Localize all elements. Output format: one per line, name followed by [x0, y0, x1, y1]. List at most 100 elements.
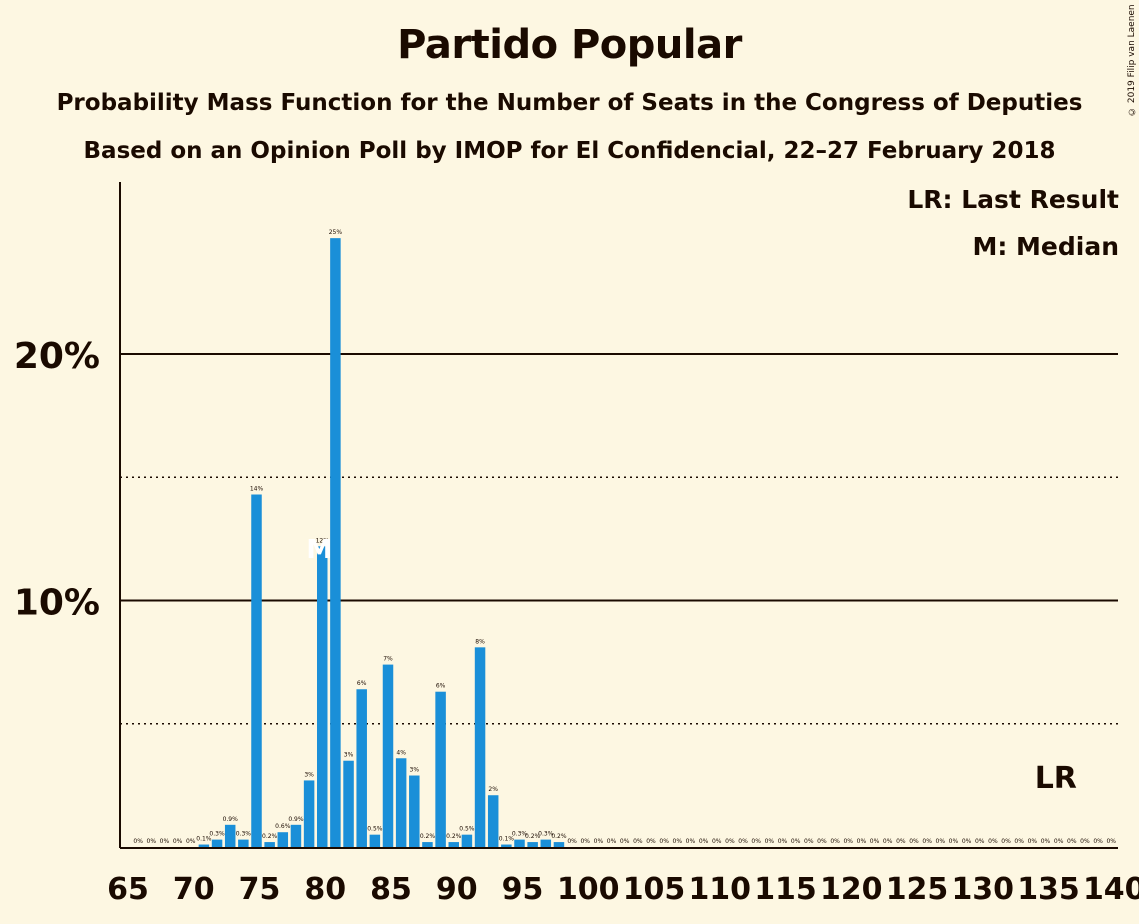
bar-seat-76 — [264, 842, 275, 847]
bar-label-seat-122: 0% — [870, 838, 880, 845]
y-tick-label: 20% — [14, 336, 100, 377]
bar-label-seat-116: 0% — [791, 838, 801, 845]
bar-label-seat-81: 25% — [329, 229, 343, 236]
bar-label-seat-69: 0% — [173, 838, 183, 845]
bar-label-seat-132: 0% — [1001, 838, 1011, 845]
x-tick-label: 130 — [951, 872, 1014, 907]
bar-label-seat-68: 0% — [160, 838, 170, 845]
x-tick-label: 120 — [820, 872, 883, 907]
bar-label-seat-136: 0% — [1054, 838, 1064, 845]
bar-seat-84 — [369, 834, 381, 847]
bar-label-seat-79: 3% — [304, 771, 314, 778]
bar-label-seat-87: 3% — [410, 767, 420, 774]
bar-label-seat-111: 0% — [725, 838, 735, 845]
y-tick-label: 10% — [14, 583, 100, 624]
bar-label-seat-107: 0% — [673, 838, 683, 845]
last-result-marker: LR — [1035, 761, 1077, 796]
bar-label-seat-134: 0% — [1028, 838, 1038, 845]
bar-label-seat-103: 0% — [620, 838, 630, 845]
bar-label-seat-120: 0% — [843, 838, 853, 845]
bar-seat-73 — [224, 824, 236, 847]
chart-subtitle: Probability Mass Function for the Number… — [56, 90, 1083, 116]
bar-label-seat-140: 0% — [1106, 838, 1116, 845]
bar-label-seat-106: 0% — [659, 838, 669, 845]
bar-label-seat-115: 0% — [778, 838, 788, 845]
bar-label-seat-71: 0.1% — [196, 836, 212, 843]
bar-label-seat-97: 0.3% — [538, 831, 554, 838]
bar-label-seat-119: 0% — [830, 838, 840, 845]
bar-label-seat-94: 0.1% — [499, 836, 515, 843]
bar-label-seat-89: 6% — [436, 683, 446, 690]
bar-label-seat-92: 8% — [475, 638, 485, 645]
bar-seat-80 — [317, 546, 328, 847]
bar-label-seat-127: 0% — [936, 838, 946, 845]
bar-label-seat-124: 0% — [896, 838, 906, 845]
bar-label-seat-123: 0% — [883, 838, 893, 845]
bar-seat-77 — [277, 832, 289, 847]
bar-label-seat-70: 0% — [186, 838, 196, 845]
x-tick-label: 65 — [107, 872, 149, 907]
bar-label-seat-105: 0% — [646, 838, 656, 845]
bar-seat-83 — [356, 689, 367, 847]
bar-label-seat-76: 0.2% — [262, 833, 278, 840]
bar-label-seat-98: 0.2% — [551, 833, 567, 840]
x-tick-label: 115 — [754, 872, 817, 907]
bar-label-seat-101: 0% — [594, 838, 604, 845]
bar-label-seat-91: 0.5% — [459, 826, 475, 833]
bar-label-seat-93: 2% — [488, 786, 498, 793]
bar-seat-74 — [238, 839, 249, 847]
bar-seat-90 — [448, 842, 459, 847]
bar-seat-72 — [211, 839, 223, 847]
bar-label-seat-135: 0% — [1041, 838, 1051, 845]
bar-label-seat-129: 0% — [962, 838, 972, 845]
bar-label-seat-73: 0.9% — [223, 816, 239, 823]
legend-median: M: Median — [972, 232, 1119, 261]
bar-seat-71 — [198, 844, 210, 847]
bar-label-seat-128: 0% — [949, 838, 959, 845]
bar-label-seat-104: 0% — [633, 838, 643, 845]
bar-label-seat-131: 0% — [988, 838, 998, 845]
bar-label-seat-109: 0% — [699, 838, 709, 845]
bar-seat-96 — [527, 842, 538, 847]
bar-label-seat-108: 0% — [686, 838, 696, 845]
bar-seat-86 — [395, 758, 407, 847]
bar-label-seat-83: 6% — [357, 680, 367, 687]
x-tick-label: 80 — [304, 872, 346, 907]
bar-seat-95 — [514, 839, 525, 847]
bar-label-seat-113: 0% — [751, 838, 761, 845]
x-tick-label: 110 — [688, 872, 751, 907]
bar-label-seat-99: 0% — [567, 838, 577, 845]
bar-seat-93 — [487, 795, 499, 847]
bar-seat-92 — [474, 647, 486, 847]
bar-label-seat-110: 0% — [712, 838, 722, 845]
bar-seat-79 — [303, 780, 315, 847]
bar-label-seat-126: 0% — [922, 838, 932, 845]
x-tick-label: 85 — [370, 872, 412, 907]
x-tick-label: 100 — [557, 872, 620, 907]
median-marker: M — [306, 535, 332, 565]
bar-label-seat-66: 0% — [133, 838, 143, 845]
bar-seat-78 — [290, 824, 302, 847]
bar-label-seat-75: 14% — [250, 486, 264, 493]
bar-seat-75 — [251, 494, 262, 847]
bar-label-seat-84: 0.5% — [367, 826, 383, 833]
bar-label-seat-121: 0% — [857, 838, 867, 845]
bar-seat-97 — [540, 839, 552, 847]
chart-source: Based on an Opinion Poll by IMOP for El … — [83, 138, 1056, 164]
bar-label-seat-90: 0.2% — [446, 833, 462, 840]
bar-label-seat-102: 0% — [607, 838, 617, 845]
bar-label-seat-133: 0% — [1014, 838, 1024, 845]
bar-seat-91 — [461, 834, 473, 847]
bar-seat-88 — [422, 842, 433, 847]
bar-label-seat-88: 0.2% — [420, 833, 436, 840]
x-tick-label: 140 — [1083, 872, 1139, 907]
bar-label-seat-117: 0% — [804, 838, 814, 845]
bar-label-seat-85: 7% — [383, 656, 393, 663]
bar-label-seat-95: 0.3% — [512, 831, 528, 838]
bar-seat-85 — [382, 664, 394, 847]
bar-label-seat-72: 0.3% — [209, 831, 225, 838]
bar-label-seat-130: 0% — [975, 838, 985, 845]
x-tick-label: 95 — [502, 872, 544, 907]
x-tick-label: 125 — [886, 872, 949, 907]
bar-label-seat-77: 0.6% — [275, 823, 291, 830]
